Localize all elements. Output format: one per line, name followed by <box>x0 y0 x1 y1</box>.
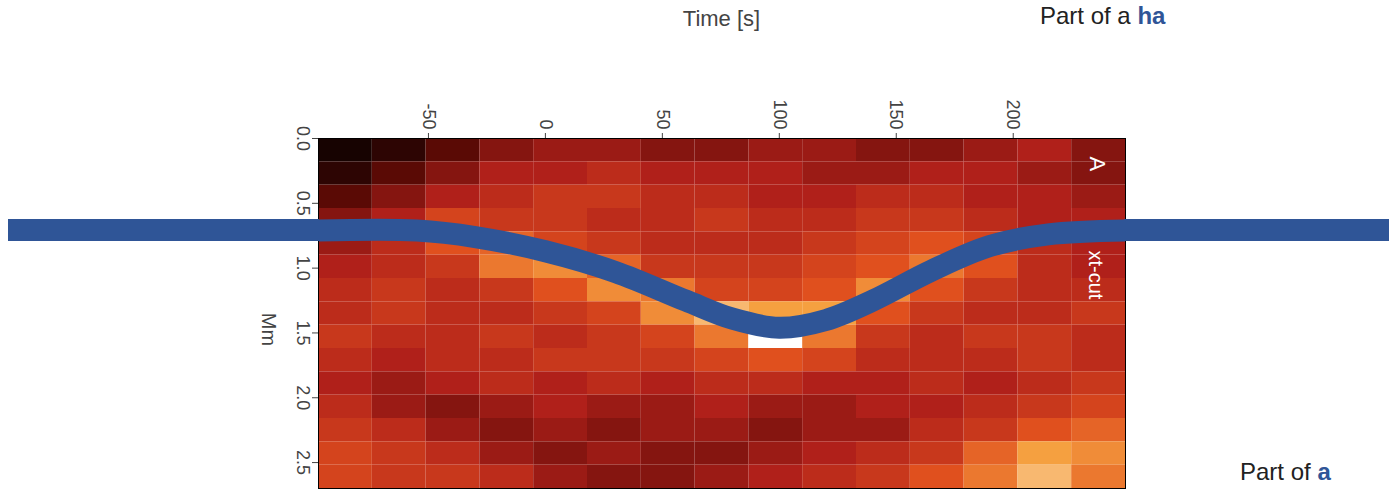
svg-text:200: 200 <box>1003 99 1023 129</box>
svg-text:2.0: 2.0 <box>293 385 313 410</box>
svg-text:100: 100 <box>770 99 790 129</box>
html-text:Time [s]: Time [s] <box>682 6 761 31</box>
svg-text:1.5: 1.5 <box>293 320 313 345</box>
html-text:Mm: Mm <box>258 312 281 347</box>
svg-text:1.0: 1.0 <box>293 256 313 281</box>
svg-text:A: A <box>1085 157 1110 172</box>
svg-text:xt-cut: xt-cut <box>1085 251 1107 300</box>
svg-text:0.5: 0.5 <box>293 191 313 216</box>
svg-text:50: 50 <box>653 109 673 129</box>
html-text:Part of a ha: Part of a ha <box>1040 2 1166 29</box>
svg-text:150: 150 <box>887 99 907 129</box>
svg-text:-50: -50 <box>419 103 439 129</box>
html-text:Part of a: Part of a <box>1240 458 1331 485</box>
svg-text:0: 0 <box>536 119 556 129</box>
svg-text:2.5: 2.5 <box>293 450 313 475</box>
svg-text:0.0: 0.0 <box>293 126 313 151</box>
